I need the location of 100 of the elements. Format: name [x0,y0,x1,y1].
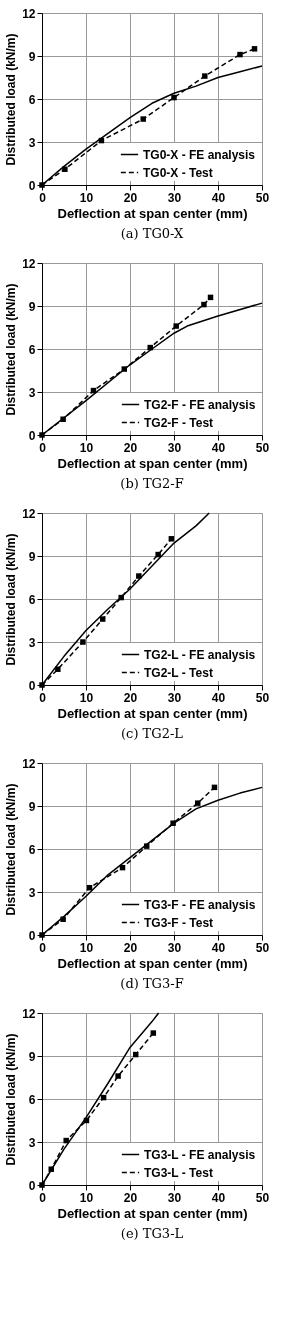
x-tick-label: 20 [123,690,138,705]
point [121,366,128,372]
x-tick-label: 30 [167,690,182,705]
point [140,116,146,122]
point [251,46,258,52]
x-axis-title: Deflection at span center (mm) [57,455,248,471]
x-tick-label: 0 [39,440,47,455]
x-tick-label: 50 [255,940,270,955]
x-tick-label: 0 [39,1190,47,1205]
x-tick-label: 30 [167,440,182,455]
legend-label: TG0-X - FE analysis [143,147,256,162]
x-tick-label: 0 [39,190,47,205]
point [195,800,201,806]
x-tick-label: 0 [39,690,47,705]
x-tick-label: 50 [255,440,270,455]
x-tick-label: 10 [79,690,94,705]
y-tick-label: 3 [28,1135,36,1150]
y-tick-label: 0 [28,178,36,193]
x-tick-label: 30 [167,190,182,205]
y-tick-label: 12 [22,6,36,21]
point [143,843,150,849]
point [171,94,177,101]
point [99,616,106,622]
y-tick-label: 0 [28,928,36,943]
x-tick-label: 20 [123,440,138,455]
y-tick-label: 9 [28,1049,36,1064]
y-tick-label: 0 [28,428,36,443]
legend-label: TG3-L - Test [144,1165,213,1180]
y-axis-title: Distributed load (kN/m) [4,533,19,666]
x-tick-label: 0 [39,940,47,955]
point [150,1030,157,1036]
point [136,573,142,579]
y-axis-title: Distributed load (kN/m) [4,283,19,416]
y-axis-title: Distributed load (kN/m) [4,1033,19,1166]
x-tick-label: 30 [167,1190,182,1205]
text: (b) TG2-F [120,476,184,491]
y-tick-label: 6 [28,1092,36,1107]
y-tick-label: 0 [28,1178,36,1193]
point [63,1137,69,1144]
x-tick-label: 20 [123,940,138,955]
legend-label: TG3-F - Test [144,915,214,930]
text: (d) TG3-F [120,976,184,991]
legend-label: TG0-X - Test [143,165,213,180]
y-tick-label: 9 [28,549,36,564]
legend-label: TG3-F - FE analysis [144,897,256,912]
point [237,51,243,58]
legend-label: TG2-L - Test [144,665,213,680]
x-axis-title: Deflection at span center (mm) [57,955,248,971]
point [80,639,86,645]
y-tick-label: 0 [28,678,36,693]
x-tick-label: 30 [167,940,182,955]
point [60,416,66,422]
legend-label: TG3-L - FE analysis [144,1147,256,1162]
x-tick-label: 10 [79,940,94,955]
x-axis-title: Deflection at span center (mm) [57,705,248,721]
y-tick-label: 12 [22,256,36,271]
x-tick-label: 50 [255,690,270,705]
x-tick-label: 40 [211,1190,226,1205]
text: (c) TG2-L [121,726,184,741]
x-tick-label: 10 [79,190,94,205]
text: (a) TG0-X [120,226,185,241]
y-tick-label: 3 [28,385,36,400]
y-tick-label: 12 [22,756,36,771]
point [170,820,176,826]
point [201,301,207,308]
x-tick-label: 40 [211,690,226,705]
y-axis-title: Distributed load (kN/m) [4,33,19,166]
x-tick-label: 40 [211,940,226,955]
x-tick-label: 10 [79,440,94,455]
y-tick-label: 9 [28,299,36,314]
x-tick-label: 20 [123,190,138,205]
x-tick-label: 10 [79,1190,94,1205]
y-tick-label: 6 [28,842,36,857]
point [118,594,124,601]
legend-label: TG2-L - FE analysis [144,647,256,662]
point [173,323,179,329]
y-tick-label: 9 [28,49,36,64]
x-tick-label: 50 [255,1190,270,1205]
point [55,666,61,672]
point [62,166,68,172]
point [168,536,175,542]
point [115,1073,121,1079]
point [155,551,161,558]
y-tick-label: 6 [28,592,36,607]
y-tick-label: 6 [28,342,36,357]
y-axis-title: Distributed load (kN/m) [4,783,19,916]
x-axis-title: Deflection at span center (mm) [57,205,248,221]
text: (e) TG3-L [120,1226,184,1241]
x-tick-label: 40 [211,190,226,205]
point [202,73,208,79]
legend-label: TG2-F - Test [144,415,214,430]
point [60,916,66,922]
x-tick-label: 20 [123,1190,138,1205]
y-tick-label: 3 [28,635,36,650]
y-tick-label: 9 [28,799,36,814]
y-tick-label: 12 [22,1006,36,1021]
point [48,1166,54,1172]
legend-label: TG2-F - FE analysis [144,397,256,412]
x-tick-label: 50 [255,190,270,205]
y-tick-label: 6 [28,92,36,107]
